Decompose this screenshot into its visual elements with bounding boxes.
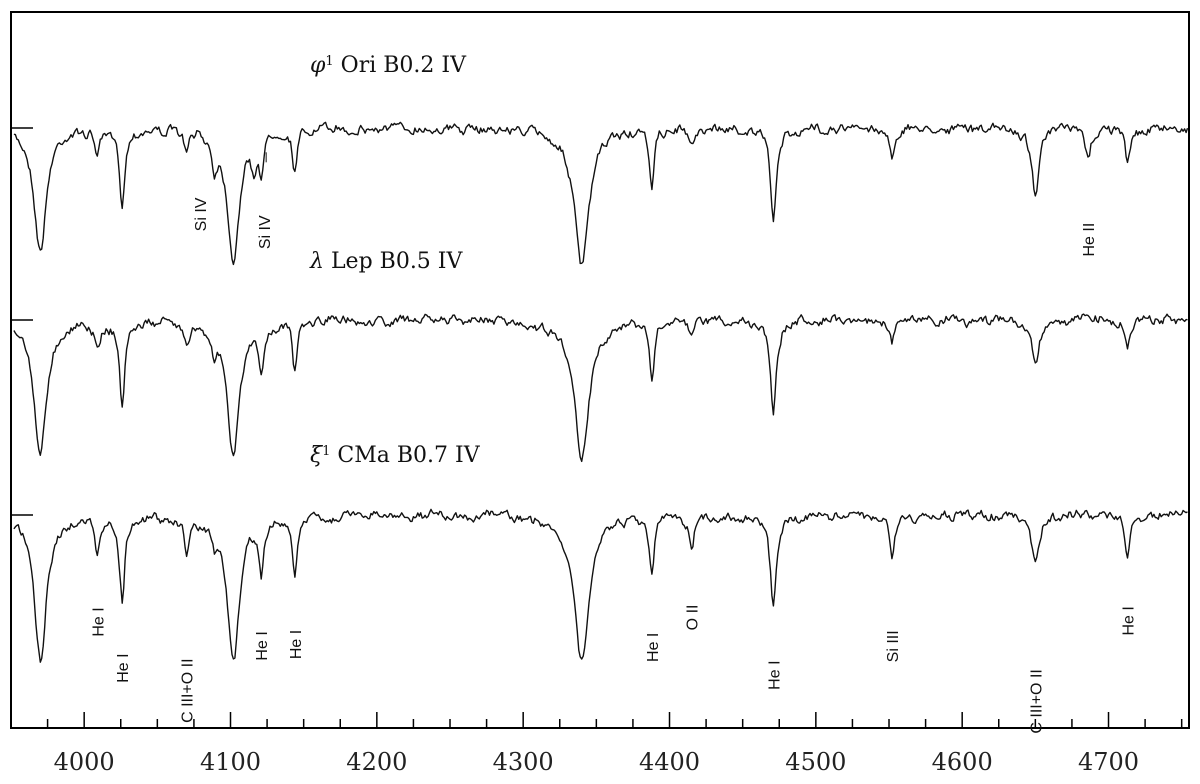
line-id-label: C III+O II (1028, 669, 1045, 733)
star-label-3: ξ1 CMa B0.7 IV (310, 443, 481, 468)
star-label-1: φ1 Ori B0.2 IV (310, 53, 467, 78)
line-id-label: He I (254, 631, 271, 660)
line-id-label: Si III (885, 630, 902, 662)
line-id-label: He I (766, 660, 783, 689)
x-tick-label: 4700 (1078, 748, 1139, 776)
line-id-label: Si IV (257, 215, 274, 249)
plot-border (10, 11, 1190, 729)
line-id-label: He I (90, 607, 107, 636)
x-tick-label: 4100 (200, 748, 261, 776)
spectrum-line-2 (13, 313, 1188, 463)
spectrum-line-1 (13, 121, 1189, 266)
line-id-label: He I (115, 653, 132, 682)
star-labels: φ1 Ori B0.2 IV λ Lep B0.5 IV ξ1 CMa B0.7 I… (309, 53, 481, 468)
spectra-series (11, 121, 1189, 663)
line-id-label: He I (1121, 606, 1138, 635)
x-tick-label: 4200 (346, 748, 407, 776)
line-id-label: Si IV (193, 197, 210, 231)
line-id-label: He I (645, 633, 662, 662)
line-id-label: C III+O II (180, 658, 197, 722)
star-label-2: λ Lep B0.5 IV (309, 249, 463, 274)
x-tick-label: 4300 (493, 748, 554, 776)
x-axis: 4000 4100 4200 4300 4400 4500 4600 4700 (10, 712, 1183, 776)
x-tick-label: 4500 (785, 748, 846, 776)
x-tick-label: 4000 (54, 748, 115, 776)
line-identifications: Si IV Si IV He II He I He I C III+O II He I He … (90, 152, 1138, 734)
x-tick-label: 4400 (639, 748, 700, 776)
line-id-label: He II (1081, 223, 1098, 257)
line-id-label: He I (288, 630, 305, 659)
x-tick-label: 4600 (932, 748, 993, 776)
line-id-label: O II (684, 605, 701, 631)
spectrum-line-3 (13, 508, 1188, 663)
